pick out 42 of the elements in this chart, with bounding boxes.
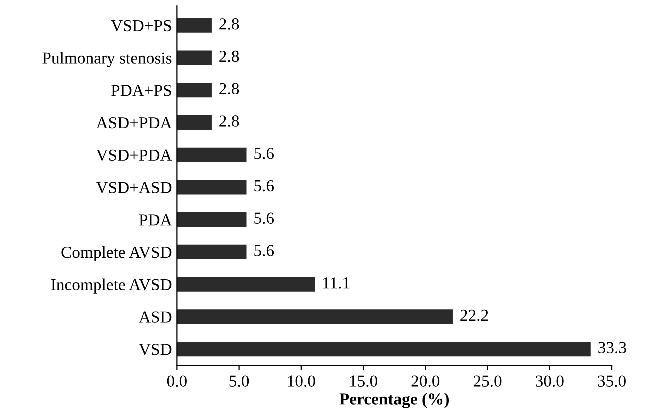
data-label: 5.6 [254,148,274,160]
bar [177,277,316,292]
bar [177,310,453,324]
bar [177,50,212,66]
y-tick-label: ASD+PDA [96,117,172,129]
data-label: 5.6 [254,245,274,256]
bar [177,244,247,260]
data-label: 33.3 [598,342,626,354]
y-tick-label: VSD+PS [111,20,172,32]
y-tick-label: Incomplete AVSD [51,278,172,294]
x-tick-label: 25.0 [474,376,502,388]
bar [177,83,212,98]
data-label: 2.8 [220,50,240,62]
y-tick-label: VSD+PDA [96,150,172,162]
x-tick-label: 0.0 [167,376,187,388]
data-label: 2.8 [220,18,240,30]
x-tick-label: 5.0 [230,376,250,388]
data-label: 5.6 [254,212,274,224]
bar [177,180,247,195]
data-label: 11.1 [323,278,350,289]
y-tick-label: ASD [139,312,172,323]
x-tick-label: 10.0 [288,376,316,388]
bar [177,148,247,162]
bar [177,212,247,228]
data-label: 2.8 [220,83,240,95]
data-label: 22.2 [460,310,488,322]
data-label: 2.8 [220,116,240,127]
bar [177,18,212,33]
y-tick-label: PDA [139,214,172,226]
x-tick-label: 15.0 [350,376,378,388]
x-tick-label: 35.0 [598,376,626,388]
y-tick-label: PDA+PS [112,85,172,96]
bar [177,115,212,130]
y-tick-label: VSD+ASD [96,182,172,194]
x-axis-title: Percentage (%) [340,393,450,408]
data-label: 5.6 [254,180,274,192]
y-tick-label: Complete AVSD [62,246,172,262]
y-tick-label: Pulmonary stenosis [42,52,172,68]
y-tick-label: VSD [139,344,172,356]
x-tick-label: 20.0 [412,376,440,388]
x-tick-label: 30.0 [536,376,564,388]
bar [177,342,591,357]
